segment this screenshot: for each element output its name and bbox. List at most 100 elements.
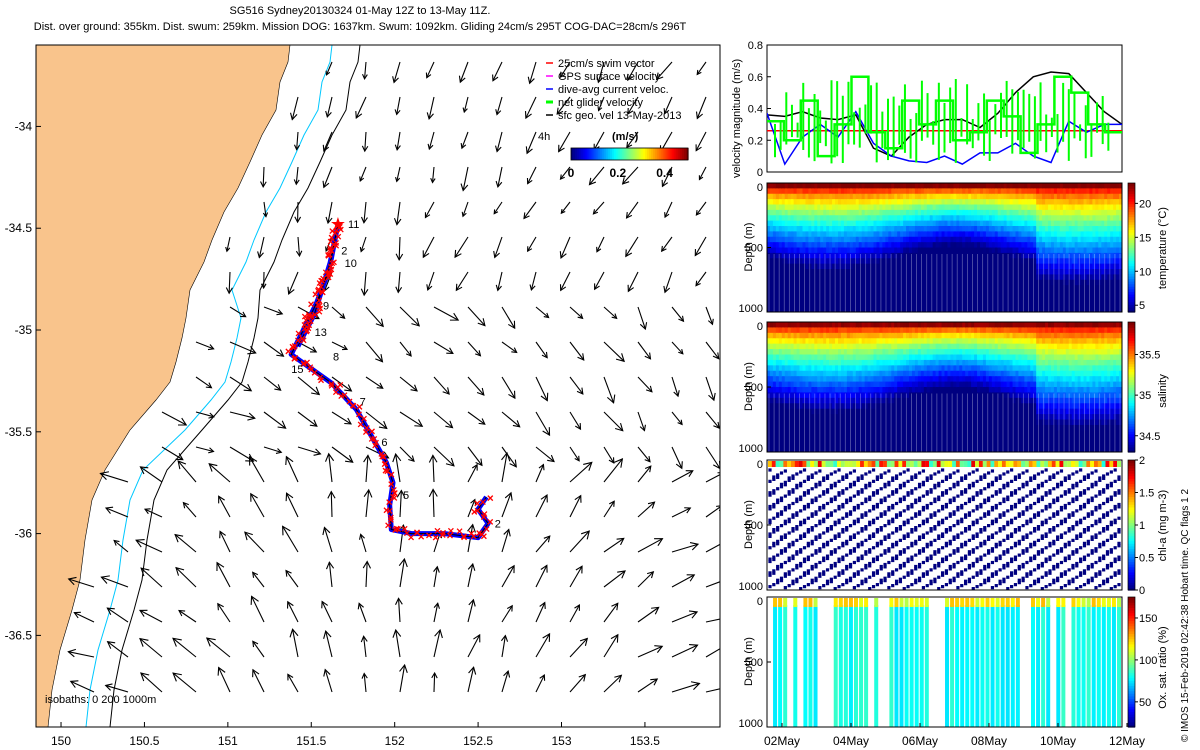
current-arrow xyxy=(363,636,367,658)
current-arrow xyxy=(359,166,367,182)
current-arrow xyxy=(603,446,615,464)
current-arrow xyxy=(113,540,129,553)
map-y-tick-label: -36 xyxy=(15,527,33,541)
current-arrow xyxy=(661,166,673,187)
isobath-1000m xyxy=(109,45,361,727)
velocity-y-tick-label: 0.8 xyxy=(748,40,763,52)
current-arrow xyxy=(589,166,605,185)
current-arrow xyxy=(535,565,548,588)
current-arrow xyxy=(560,236,571,259)
legend-colorbar xyxy=(570,147,689,161)
map-x-tick-label: 152.5 xyxy=(463,734,493,748)
date-x-tick-label: 06May xyxy=(902,734,938,748)
depth-ylabel: Depth (m) xyxy=(743,223,755,272)
depth-y-tick-label: 1000 xyxy=(739,718,763,730)
current-arrow xyxy=(501,635,506,658)
current-arrow xyxy=(569,530,590,553)
current-arrow xyxy=(597,61,605,83)
current-arrow xyxy=(398,236,401,260)
current-arrow xyxy=(226,236,231,252)
colorbar-label: temperature (°C) xyxy=(1157,207,1169,289)
current-arrow xyxy=(74,612,95,623)
day-label: 7 xyxy=(360,396,366,408)
colorbar-label: chl-a (mg m-3) xyxy=(1157,490,1169,562)
current-arrow xyxy=(637,678,658,693)
current-arrow xyxy=(569,376,584,395)
current-arrow xyxy=(321,601,333,623)
current-arrow xyxy=(492,61,503,82)
current-arrow xyxy=(535,464,544,483)
current-arrow xyxy=(467,306,486,326)
current-arrow xyxy=(627,96,639,115)
current-arrow xyxy=(355,96,367,119)
current-arrow xyxy=(527,166,537,184)
current-arrow xyxy=(664,271,673,293)
current-arrow xyxy=(656,61,673,80)
current-arrow xyxy=(569,674,586,693)
current-arrow xyxy=(671,470,694,483)
track-line xyxy=(290,224,489,539)
current-arrow xyxy=(195,341,214,350)
current-arrow xyxy=(637,341,651,360)
current-arrow xyxy=(455,271,469,291)
colorbar-tick-label: 0 xyxy=(1139,585,1145,597)
date-x-tick-label: 12May xyxy=(1109,734,1145,748)
current-arrow xyxy=(422,236,435,258)
current-arrow xyxy=(327,201,333,224)
current-arrow xyxy=(637,446,651,463)
current-arrow xyxy=(462,201,469,217)
current-arrow xyxy=(426,61,435,78)
current-arrow xyxy=(172,672,197,693)
current-arrow xyxy=(467,341,481,357)
current-arrow xyxy=(229,376,252,392)
current-arrow xyxy=(467,667,475,693)
end-star-marker: ★ xyxy=(330,214,346,234)
current-arrow xyxy=(535,376,548,401)
current-arrow xyxy=(432,489,435,518)
current-arrow xyxy=(603,341,625,362)
colorbar-tick-label: 10 xyxy=(1139,266,1151,278)
current-arrow xyxy=(395,453,401,483)
current-arrow xyxy=(360,236,367,252)
current-arrow xyxy=(140,567,163,588)
depth-colorbar: 5 10 15 20 temperature (°C) xyxy=(1127,182,1169,313)
current-arrow xyxy=(399,376,418,392)
current-arrow xyxy=(535,494,548,518)
colorbar-tick-label: 20 xyxy=(1139,198,1151,210)
current-arrow xyxy=(399,411,423,427)
depth-panel: 0 500 1000 Depth (m) 5 10 15 20 temperature (°C) xyxy=(739,182,1169,315)
current-arrow xyxy=(282,526,299,553)
current-arrow xyxy=(637,606,659,623)
current-arrow xyxy=(671,411,683,425)
current-arrow xyxy=(622,166,639,185)
current-arrow xyxy=(594,271,605,290)
depth-ylabel: Depth (m) xyxy=(743,362,755,411)
current-arrow xyxy=(363,271,367,296)
current-arrow xyxy=(467,599,474,623)
depth-panel: 0 500 1000 Depth (m) 0 0.5 1 1.5 2 chl-a (mg m-3) xyxy=(739,455,1169,597)
current-arrow xyxy=(501,565,515,588)
current-arrow xyxy=(399,664,406,693)
current-arrow xyxy=(637,306,646,330)
current-arrow xyxy=(396,131,401,150)
current-arrow xyxy=(399,341,412,357)
current-arrow xyxy=(363,673,367,693)
current-arrow xyxy=(258,236,265,258)
current-arrow xyxy=(467,499,476,518)
current-arrow xyxy=(244,531,265,553)
current-arrow xyxy=(263,376,282,391)
current-arrow xyxy=(705,506,720,518)
current-arrow xyxy=(459,61,469,83)
current-arrow xyxy=(695,271,707,287)
current-arrow xyxy=(569,411,581,430)
current-arrow xyxy=(287,601,299,623)
current-arrow xyxy=(603,376,615,403)
figure-title: SG516 Sydney20130324 01-May 12Z to 13-Ma… xyxy=(229,5,491,17)
date-x-tick-label: 08May xyxy=(971,734,1007,748)
colorbar-tick-label: 1 xyxy=(1139,520,1145,532)
current-arrow xyxy=(501,376,516,399)
